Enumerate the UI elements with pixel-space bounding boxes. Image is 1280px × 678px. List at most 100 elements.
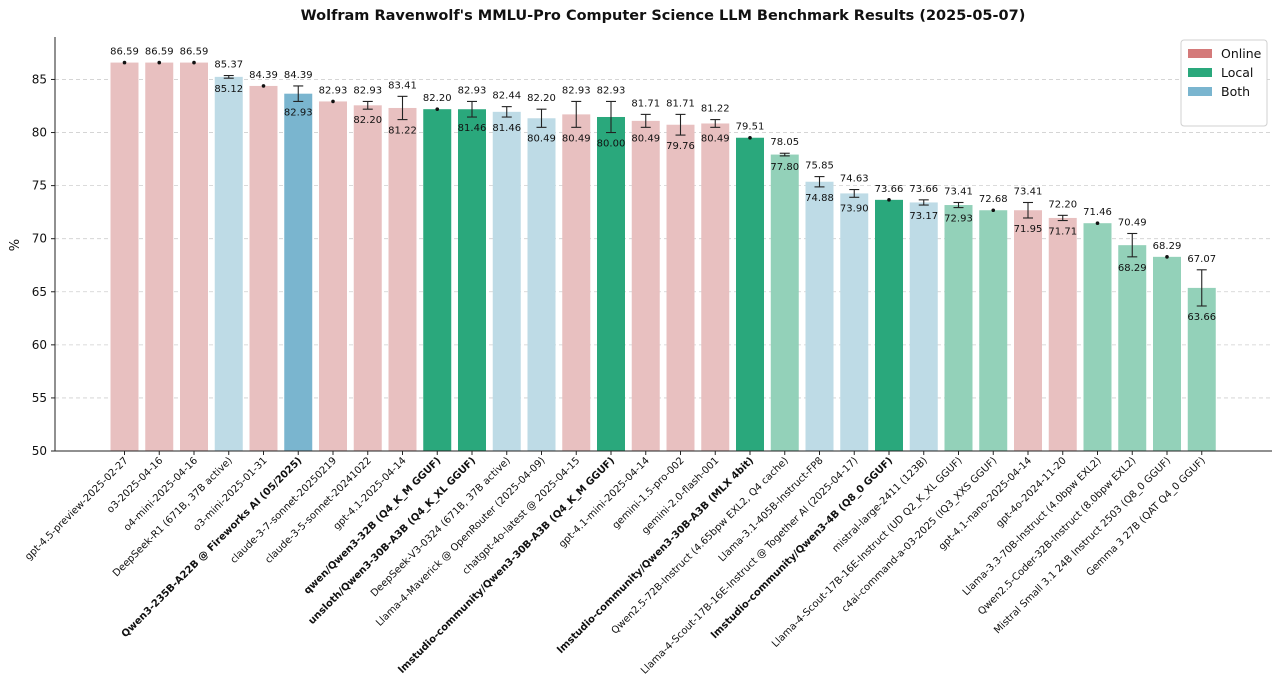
bars — [110, 62, 1216, 452]
bar — [631, 120, 660, 451]
bar — [979, 210, 1008, 451]
bar — [875, 199, 903, 451]
data-label-low: 80.49 — [527, 133, 556, 144]
data-label-top: 82.20 — [527, 93, 556, 104]
bar — [840, 193, 869, 451]
bar — [562, 114, 591, 451]
data-label-low: 77.80 — [770, 162, 799, 173]
data-label-low: 80.49 — [562, 133, 591, 144]
y-tick-label: 50 — [32, 444, 47, 458]
point-marker — [1095, 221, 1100, 225]
data-label-top: 81.71 — [631, 98, 660, 109]
bar — [527, 118, 556, 451]
data-label-low: 82.20 — [353, 115, 382, 126]
bar — [388, 107, 417, 452]
data-label-top: 74.63 — [840, 174, 869, 185]
legend-swatch — [1188, 87, 1212, 96]
point-marker — [748, 135, 752, 140]
y-tick-label: 65 — [32, 285, 47, 299]
data-label-top: 86.59 — [180, 47, 209, 58]
bar — [284, 93, 313, 451]
legend-box — [1180, 39, 1268, 127]
legend-label: Online — [1221, 46, 1262, 61]
data-label-low: 85.12 — [214, 84, 243, 95]
legend-swatch — [1188, 49, 1212, 58]
point-marker — [991, 208, 996, 213]
data-label-low: 82.93 — [284, 107, 313, 118]
bar — [944, 205, 973, 451]
bar — [1014, 210, 1042, 451]
bar — [770, 154, 799, 452]
y-tick-label: 85 — [32, 72, 47, 86]
data-label-top: 83.41 — [388, 80, 417, 91]
bar — [1118, 245, 1147, 451]
data-label-top: 86.59 — [145, 47, 174, 58]
data-label-low: 63.66 — [1187, 312, 1216, 323]
data-label-top: 72.68 — [979, 194, 1008, 205]
data-label-top: 79.51 — [736, 122, 765, 133]
bar — [597, 116, 625, 451]
point-marker — [122, 60, 127, 65]
error-bars — [122, 60, 1207, 307]
data-label-top: 85.37 — [214, 60, 243, 71]
point-marker — [1165, 255, 1169, 259]
data-label-top: 73.41 — [1014, 186, 1043, 197]
point-marker — [261, 84, 266, 88]
bar — [1083, 223, 1112, 451]
data-label-top: 70.49 — [1118, 217, 1147, 228]
data-label-low: 72.93 — [944, 214, 973, 225]
legend-label: Both — [1221, 84, 1250, 99]
bar — [701, 123, 730, 451]
data-label-top: 67.07 — [1187, 254, 1216, 265]
data-label-top: 82.20 — [423, 93, 452, 104]
data-label-top: 68.29 — [1153, 241, 1182, 252]
y-tick-label: 75 — [32, 179, 47, 193]
point-marker — [192, 60, 196, 65]
data-label-top: 82.93 — [597, 85, 626, 96]
bar — [492, 111, 521, 451]
data-label-low: 68.29 — [1118, 263, 1147, 274]
data-label-top: 82.93 — [562, 85, 591, 96]
y-tick-labels: 50 55 60 65 70 75 80 85 — [32, 72, 47, 458]
data-label-top: 81.22 — [701, 104, 730, 115]
data-label-top: 82.44 — [492, 91, 521, 102]
point-marker — [435, 107, 440, 111]
y-tick-label: 80 — [32, 126, 47, 140]
bar — [1153, 256, 1181, 451]
bar — [180, 62, 208, 452]
bar — [353, 105, 382, 451]
data-label-top: 84.39 — [284, 70, 313, 81]
data-label-low: 80.00 — [597, 139, 626, 150]
x-tick-label: unsloth/Qwen3-30B-A3B (Q4_K_XL GGUF) — [307, 455, 479, 627]
bar — [145, 62, 174, 452]
legend-label: Local — [1221, 65, 1253, 80]
data-label-low: 79.76 — [666, 141, 695, 152]
data-label-top: 82.93 — [353, 85, 382, 96]
data-label-top: 78.05 — [770, 137, 799, 148]
data-labels: 86.59 86.59 86.59 85.37 85.12 84.39 84.39 82.93… — [110, 47, 1216, 323]
data-label-top: 73.41 — [944, 186, 973, 197]
bar — [666, 124, 695, 452]
data-label-low: 80.49 — [701, 133, 730, 144]
data-label-low: 74.88 — [805, 193, 834, 204]
y-tick-label: 70 — [32, 232, 47, 246]
data-label-low: 81.22 — [388, 126, 417, 137]
x-tick-labels: gpt-4.5-preview-2025-02-27o3-2025-04-16o… — [23, 455, 1208, 676]
bar — [319, 101, 347, 451]
axes — [51, 37, 1272, 455]
y-tick-label: 60 — [32, 338, 47, 352]
data-label-top: 75.85 — [805, 161, 834, 172]
data-label-low: 81.46 — [458, 123, 487, 134]
bar — [423, 109, 452, 451]
bar — [1048, 217, 1077, 451]
bar — [909, 202, 938, 451]
y-axis-label: % — [8, 239, 23, 251]
data-label-top: 82.93 — [458, 85, 487, 96]
bar — [736, 137, 764, 452]
point-marker — [157, 60, 162, 65]
bar — [110, 62, 139, 452]
data-label-top: 86.59 — [110, 47, 139, 58]
data-label-top: 81.71 — [666, 98, 695, 109]
bar — [1187, 287, 1216, 451]
